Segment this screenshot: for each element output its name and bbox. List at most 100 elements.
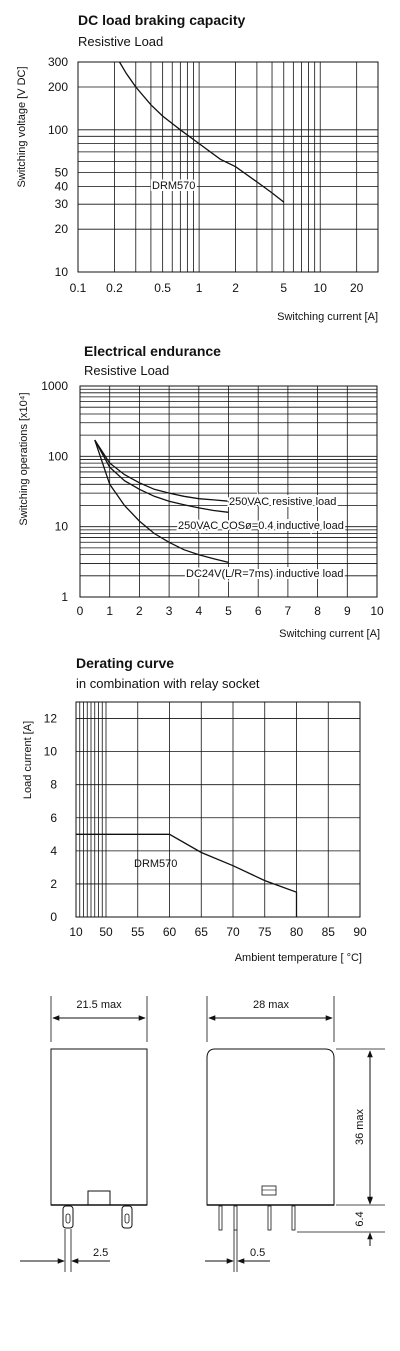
chart1-ylabel: Switching voltage [V DC] [16, 66, 28, 187]
chart2-y-tick-label: 100 [48, 449, 68, 463]
chart2-series-dc24v-label: DC24V(L/R=7ms) inductive load [186, 568, 343, 580]
chart3-series-drm570-line [76, 833, 298, 917]
chart2-series-resistive-label: 250VAC resistive load [229, 496, 336, 508]
chart-dc-load-braking-capacity: DC load braking capacity Resistive Load … [16, 12, 379, 323]
chart2-x-tick-label: 3 [166, 604, 173, 618]
chart1-y-tick-label: 300 [48, 55, 68, 69]
height-label: 36 max [354, 1108, 366, 1145]
chart1-x-tick-label: 2 [232, 281, 239, 295]
chart3-y-tick-label: 6 [50, 811, 57, 825]
chart1-series-drm570-line [118, 61, 285, 203]
chart2-series-cos-inductive-label: 250VAC COSø=0.4 inductive load [178, 520, 344, 532]
chart3-y-tick-label: 8 [50, 778, 57, 792]
relay-front-view: 21.5 max 2.5 [20, 996, 148, 1272]
pin-length-label: 6.4 [354, 1211, 366, 1226]
chart3-y-tick-label: 2 [50, 877, 57, 891]
chart3-plot-frame [75, 701, 361, 918]
chart2-xlabel: Switching current [A] [279, 628, 380, 640]
side-pin-1 [218, 1205, 223, 1231]
chart1-y-tick-label: 200 [48, 80, 68, 94]
chart2-y-tick-label: 1000 [41, 379, 68, 393]
chart2-x-tick-label: 0 [77, 604, 84, 618]
chart1-y-tick-label: 10 [55, 265, 69, 279]
chart3-xlabel: Ambient temperature [ °C] [235, 952, 362, 964]
chart3-y-tick-label: 0 [50, 910, 57, 924]
chart3-x-tick-label: 55 [131, 925, 145, 939]
chart2-x-tick-label: 2 [136, 604, 143, 618]
chart1-y-tick-label: 30 [55, 197, 69, 211]
chart3-grid [76, 702, 360, 917]
chart1-x-tick-labels: 0.1 0.2 0.5 1 2 5 10 20 [70, 281, 364, 295]
chart3-series-drm570-label: DRM570 [134, 858, 177, 870]
chart3-x-tick-label: 75 [258, 925, 272, 939]
chart2-x-tick-label: 4 [195, 604, 202, 618]
chart2-x-tick-label: 6 [255, 604, 262, 618]
chart2-x-tick-label: 1 [106, 604, 113, 618]
chart2-series-cos-inductive-line [94, 439, 229, 513]
chart1-x-tick-label: 0.2 [106, 281, 123, 295]
chart1-y-tick-label: 100 [48, 123, 68, 137]
side-body [206, 1048, 335, 1206]
chart2-x-tick-label: 10 [370, 604, 384, 618]
chart1-plot-frame [77, 61, 379, 273]
chart1-y-tick-label: 50 [55, 166, 69, 180]
chart3-x-tick-label: 60 [163, 925, 177, 939]
chart2-series-resistive-line [94, 439, 229, 502]
chart2-y-tick-label: 1 [61, 590, 68, 604]
chart3-x-tick-label: 50 [99, 925, 113, 939]
chart1-title: DC load braking capacity [78, 12, 245, 28]
front-pin-right [121, 1205, 133, 1229]
chart3-y-tick-labels: 12 10 8 6 4 2 0 [44, 712, 58, 924]
chart2-x-tick-label: 9 [344, 604, 351, 618]
relay-side-view: 28 max 0.5 36 max 6.4 [205, 996, 385, 1272]
chart2-x-tick-label: 5 [225, 604, 232, 618]
chart2-y-tick-label: 10 [55, 520, 69, 534]
chart3-y-tick-label: 10 [44, 745, 58, 759]
chart1-x-tick-label: 0.5 [154, 281, 171, 295]
chart2-y-tick-labels: 1000 100 10 1 [41, 379, 68, 604]
side-pin-3 [267, 1205, 272, 1231]
front-body [50, 1048, 148, 1206]
side-pin-2 [233, 1205, 238, 1231]
chart-derating-curve: Derating curve in combination with relay… [22, 655, 367, 964]
chart3-x-tick-labels: 10 50 55 60 65 70 75 80 85 90 [69, 925, 367, 939]
chart1-y-tick-label: 20 [55, 222, 69, 236]
chart1-x-tick-label: 1 [196, 281, 203, 295]
chart3-y-tick-label: 4 [50, 844, 57, 858]
chart2-title: Electrical endurance [84, 343, 221, 359]
chart2-x-tick-label: 8 [314, 604, 321, 618]
chart3-x-tick-label: 90 [353, 925, 367, 939]
chart2-ylabel: Switching operations [x10⁴] [18, 392, 30, 525]
front-width-label: 21.5 max [76, 999, 122, 1011]
chart1-subtitle: Resistive Load [78, 34, 163, 49]
chart3-x-tick-label: 10 [69, 925, 83, 939]
chart1-y-tick-label: 40 [55, 179, 69, 193]
chart1-series-drm570-label: DRM570 [152, 180, 195, 192]
chart3-x-tick-label: 65 [195, 925, 209, 939]
chart2-x-tick-label: 7 [285, 604, 292, 618]
chart3-x-tick-label: 85 [322, 925, 336, 939]
chart2-plot-frame [79, 385, 378, 598]
chart2-x-tick-labels: 0 1 2 3 4 5 6 7 8 9 10 [77, 604, 384, 618]
chart3-x-tick-label: 70 [226, 925, 240, 939]
chart3-title: Derating curve [76, 655, 174, 671]
chart1-x-tick-label: 5 [280, 281, 287, 295]
chart-electrical-endurance: Electrical endurance Resistive Load 1000… [18, 343, 384, 640]
chart3-x-tick-label: 80 [290, 925, 304, 939]
chart1-grid [78, 62, 378, 272]
chart1-xlabel: Switching current [A] [277, 311, 378, 323]
chart1-x-tick-label: 10 [314, 281, 328, 295]
chart2-series-dc24v-line [94, 439, 229, 564]
pin-pitch-label: 2.5 [93, 1247, 108, 1259]
chart1-x-tick-label: 20 [350, 281, 364, 295]
chart2-subtitle: Resistive Load [84, 363, 169, 378]
side-pin-4 [291, 1205, 296, 1231]
front-pin-left [62, 1205, 74, 1229]
chart2-grid [80, 386, 377, 597]
chart3-subtitle: in combination with relay socket [76, 676, 260, 691]
pin-thickness-label: 0.5 [250, 1247, 265, 1259]
chart1-x-tick-label: 0.1 [70, 281, 87, 295]
side-width-label: 28 max [253, 999, 290, 1011]
